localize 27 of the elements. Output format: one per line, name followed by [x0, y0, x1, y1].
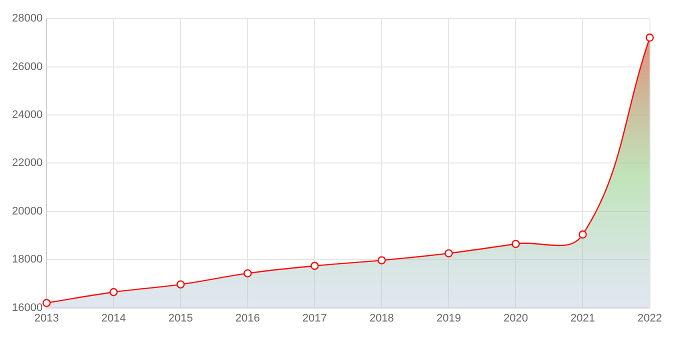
x-tick-label: 2022: [638, 312, 662, 324]
point: [578, 230, 587, 239]
y-tick-label: 20000: [12, 205, 43, 218]
point: [646, 34, 654, 42]
x-tick-label: 2020: [503, 312, 528, 324]
y-tick-label: 18000: [12, 254, 43, 266]
point: [310, 262, 319, 270]
x-tick-label: 2018: [369, 312, 394, 324]
point: [42, 298, 51, 308]
y-tick-label: 26000: [12, 60, 43, 73]
point: [176, 280, 185, 289]
y-tick-label: 24000: [12, 109, 43, 122]
point: [444, 249, 453, 258]
point: [110, 288, 118, 296]
x-tick-label: 2017: [302, 312, 327, 324]
point: [244, 269, 252, 278]
y-tick-label: 22000: [12, 157, 43, 170]
x-tick-label: 2019: [436, 312, 461, 324]
x-tick-label: 2016: [235, 312, 260, 324]
y-tick-label: 16000: [12, 302, 43, 314]
point: [512, 240, 520, 248]
y-tick-label: 28000: [12, 12, 43, 25]
x-tick-label: 2013: [34, 312, 59, 324]
x-tick-label: 2014: [101, 312, 126, 324]
point: [378, 256, 386, 264]
x-tick-label: 2021: [570, 312, 595, 324]
x-tick-label: 2015: [168, 312, 193, 324]
